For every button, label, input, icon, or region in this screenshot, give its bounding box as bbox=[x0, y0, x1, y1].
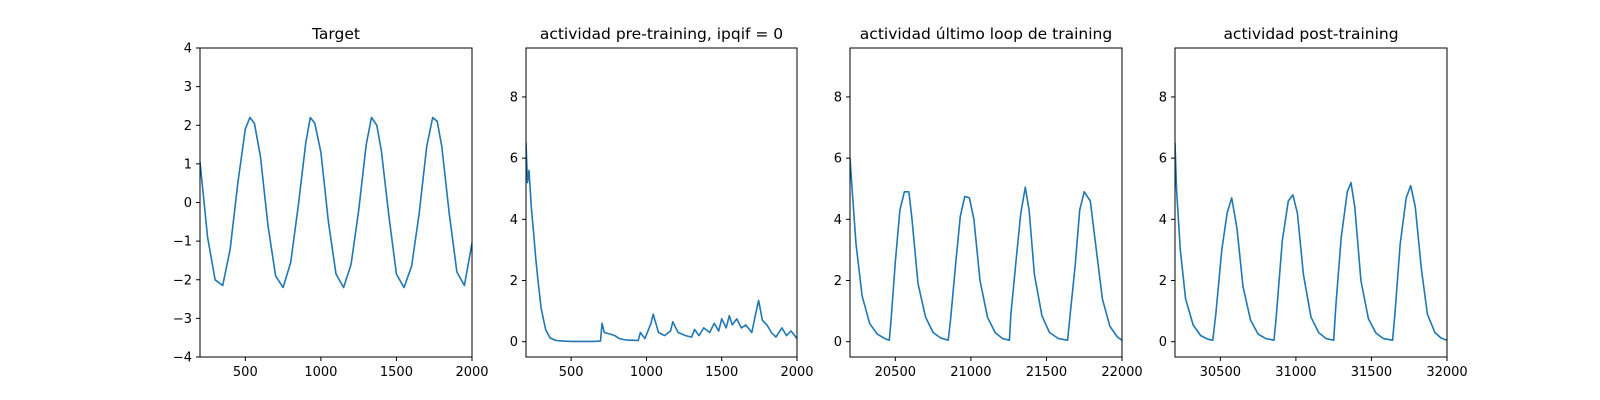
y-tick-label: 8 bbox=[1159, 90, 1167, 105]
chart-title: Target bbox=[311, 25, 360, 43]
y-tick-label: 0 bbox=[834, 335, 842, 350]
x-tick-label: 32000 bbox=[1426, 365, 1467, 380]
x-tick-label: 30500 bbox=[1200, 365, 1241, 380]
x-tick-label: 21000 bbox=[950, 365, 991, 380]
chart-title: actividad último loop de training bbox=[860, 25, 1112, 43]
y-tick-label: 6 bbox=[510, 152, 518, 167]
x-tick-label: 2000 bbox=[455, 365, 488, 380]
x-tick-label: 1000 bbox=[304, 365, 337, 380]
y-tick-label: 6 bbox=[1159, 152, 1167, 167]
y-tick-label: 4 bbox=[1159, 213, 1167, 228]
x-tick-label: 21500 bbox=[1026, 365, 1067, 380]
y-tick-label: 4 bbox=[834, 213, 842, 228]
y-tick-label: 8 bbox=[510, 90, 518, 105]
axes-frame bbox=[199, 47, 473, 358]
x-tick-label: 500 bbox=[559, 365, 584, 380]
series-line-1 bbox=[1175, 142, 1447, 342]
chart-panel-1: 500 1000 1500 2000 −4 −3 −2 −1 0 1 2 3 4 Target bbox=[173, 25, 489, 380]
axes-frame bbox=[849, 47, 1123, 358]
x-tick-label: 2000 bbox=[780, 365, 813, 380]
axes-frame bbox=[1174, 47, 1448, 358]
x-tick-label: 31500 bbox=[1351, 365, 1392, 380]
y-tick-label: 4 bbox=[184, 42, 192, 57]
y-tick-label: 2 bbox=[1159, 274, 1167, 289]
y-tick-label: 3 bbox=[184, 80, 192, 95]
y-tick-label: 6 bbox=[834, 152, 842, 167]
x-tick-label: 31000 bbox=[1275, 365, 1316, 380]
x-tick-label: 500 bbox=[233, 365, 258, 380]
chart-title: actividad post-training bbox=[1223, 25, 1398, 43]
y-tick-label: 0 bbox=[184, 196, 192, 211]
chart-panel-2: 500 1000 1500 2000 0 2 4 6 8 actividad pre-traini… bbox=[510, 25, 814, 380]
y-tick-label: −4 bbox=[173, 351, 192, 366]
series-line-1 bbox=[526, 142, 797, 343]
chart-panel-3: 20500 21000 21500 22000 0 2 4 6 8 actividad últim… bbox=[834, 25, 1143, 380]
chart-title: actividad pre-training, ipqif = 0 bbox=[540, 25, 783, 43]
x-tick-label: 20500 bbox=[875, 365, 916, 380]
y-tick-label: −3 bbox=[173, 312, 192, 327]
series-line-1 bbox=[200, 116, 472, 289]
y-tick-label: 4 bbox=[510, 213, 518, 228]
y-tick-label: 0 bbox=[510, 335, 518, 350]
x-tick-label: 1500 bbox=[380, 365, 413, 380]
chart-panel-4: 30500 31000 31500 32000 0 2 4 6 8 actividad post-… bbox=[1159, 25, 1468, 380]
y-tick-label: 1 bbox=[184, 157, 192, 172]
y-tick-label: 2 bbox=[510, 274, 518, 289]
x-tick-label: 1500 bbox=[705, 365, 738, 380]
y-tick-label: −2 bbox=[173, 273, 192, 288]
y-tick-label: 2 bbox=[184, 119, 192, 134]
x-tick-label: 22000 bbox=[1101, 365, 1142, 380]
axes-frame bbox=[525, 47, 798, 358]
y-tick-label: 2 bbox=[834, 274, 842, 289]
y-tick-label: 0 bbox=[1159, 335, 1167, 350]
y-tick-label: 8 bbox=[834, 90, 842, 105]
x-tick-label: 1000 bbox=[630, 365, 663, 380]
series-line-1 bbox=[850, 158, 1122, 342]
y-tick-label: −1 bbox=[173, 235, 192, 250]
